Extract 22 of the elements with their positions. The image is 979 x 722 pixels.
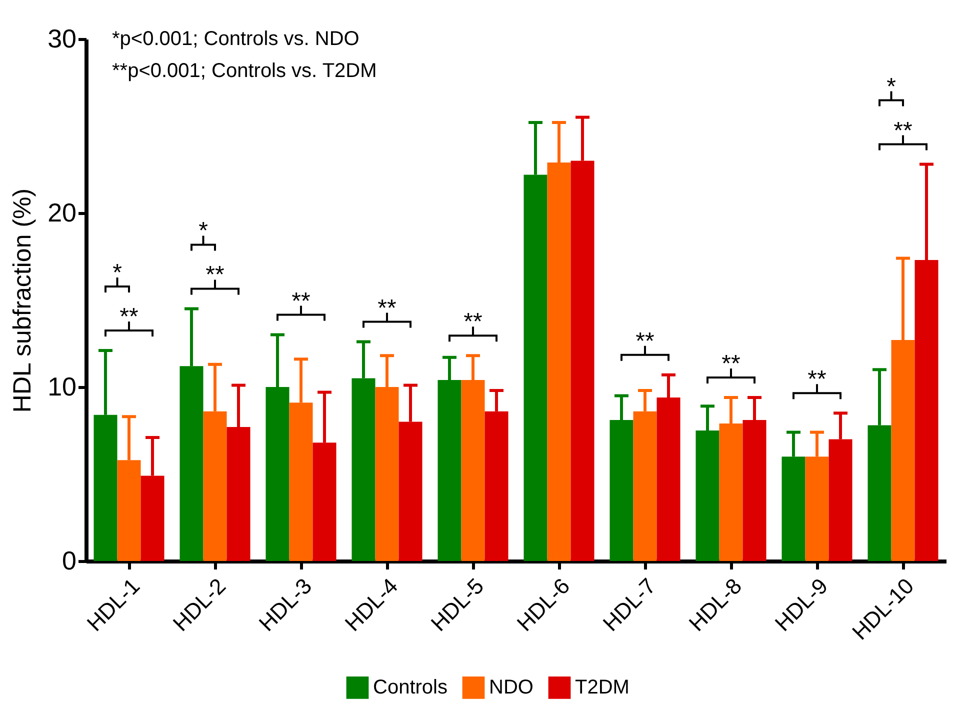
y-tick-label: 0 [62,546,76,576]
annotation: ** [464,308,482,336]
legend-label: NDO [489,676,534,699]
y-axis-title: HDL subfraction (%) [8,188,37,413]
legend-label: Controls [373,676,448,699]
annotation: * [198,218,208,245]
annotation: ** [808,366,826,394]
annotation: ** [120,303,138,330]
annotation: * [112,259,122,286]
annotation: **p<0.001; Controls vs. T2DM [112,60,377,82]
annotation: *p<0.001; Controls vs. NDO [112,28,360,50]
annotation: ** [378,294,396,322]
annotation: ** [722,350,740,378]
y-tick-label: 30 [48,24,76,54]
annotation: ** [636,328,654,355]
annotation: * [886,73,896,100]
y-tick-label: 10 [48,372,76,402]
annotation: ** [292,288,310,315]
annotation: ** [894,117,912,144]
annotation: ** [206,262,224,289]
y-tick-label: 20 [48,198,76,228]
legend-label: T2DM [575,676,630,699]
